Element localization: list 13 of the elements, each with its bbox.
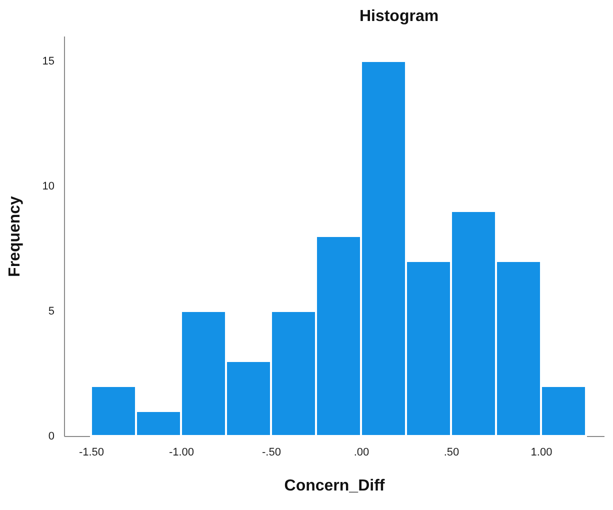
x-tick-label: -.50 [262,446,281,458]
x-tick-label: 1.00 [530,446,552,458]
y-axis-title: Frequency [6,196,24,277]
y-tick-label: 0 [48,430,54,442]
y-tick-label: 5 [48,306,54,318]
x-tick-label: .50 [444,446,460,458]
chart-title: Histogram [359,8,439,25]
y-tick-label: 10 [42,180,54,192]
x-tick-label: -1.50 [78,446,104,458]
x-tick-label: -1.00 [168,446,194,458]
x-axis-title: Concern_Diff [284,478,386,494]
x-tick-label: .00 [354,446,370,458]
y-tick-label: 15 [42,56,54,68]
